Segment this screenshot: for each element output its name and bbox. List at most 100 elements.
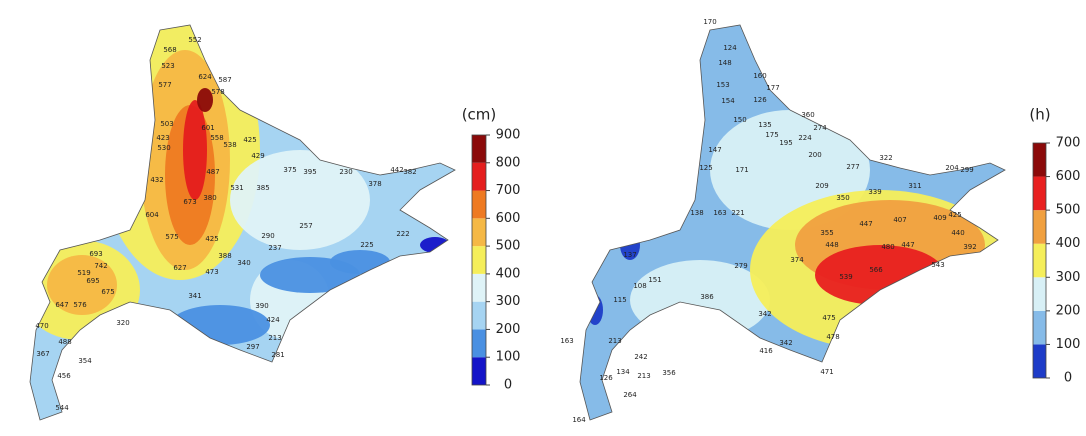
station-value: 390 [255,302,268,310]
station-value: 138 [690,209,703,217]
station-value: 577 [158,81,171,89]
station-value: 340 [237,259,250,267]
station-value: 322 [879,154,892,162]
station-value: 171 [735,166,748,174]
legend-unit: (cm) [462,106,497,124]
station-value: 375 [283,166,296,174]
station-value: 440 [951,229,964,237]
station-value: 604 [145,211,159,219]
station-value: 281 [271,351,284,359]
station-value: 277 [846,163,859,171]
station-value: 552 [188,36,201,44]
legend-tick-label: 300 [496,294,521,309]
station-value: 137 [623,251,636,259]
station-value: 519 [77,269,90,277]
legend-swatch [1033,310,1046,345]
legend-tick-label: 0 [504,378,512,393]
station-value: 342 [758,310,771,318]
shade-region [587,295,603,325]
station-value: 374 [790,256,804,264]
shading [587,110,1005,350]
station-value: 429 [251,152,264,160]
station-value: 164 [572,416,586,424]
station-value: 380 [203,194,216,202]
station-value: 350 [836,194,849,202]
station-value: 695 [86,277,99,285]
station-value: 341 [188,292,201,300]
station-value: 367 [36,350,49,358]
legend-tick-label: 700 [1056,136,1081,151]
station-value: 447 [901,241,914,249]
station-value: 108 [633,282,646,290]
station-value: 385 [256,184,269,192]
station-value: 543 [931,261,944,269]
station-value: 290 [261,232,274,240]
station-value: 175 [765,131,778,139]
station-value: 624 [198,73,212,81]
station-value: 355 [820,229,833,237]
station-value: 575 [165,233,178,241]
station-value: 587 [218,76,231,84]
station-value: 378 [368,180,381,188]
station-value: 544 [55,404,69,412]
legend-tick-label: 500 [496,239,521,254]
station-value: 470 [35,322,48,330]
station-value: 447 [859,220,872,228]
station-value: 673 [183,198,196,206]
station-value: 647 [55,301,68,309]
station-value: 160 [753,72,766,80]
shade-region [230,150,370,250]
station-value: 424 [266,316,280,324]
station-value: 627 [173,264,186,272]
shade-region [420,237,450,253]
station-value: 388 [218,252,231,260]
station-value: 473 [205,268,218,276]
legend-tick-label: 400 [496,266,521,281]
station-value: 531 [230,184,243,192]
station-value: 115 [613,296,626,304]
station-value: 150 [733,116,746,124]
station-value: 209 [815,182,828,190]
station-value: 126 [599,374,613,382]
station-value: 407 [893,216,906,224]
station-value: 530 [157,144,170,152]
station-value: 320 [116,319,129,327]
station-value: 576 [73,301,87,309]
station-value: 471 [820,368,833,376]
legend-swatch [472,135,486,163]
legend-tick-label: 700 [496,183,521,198]
station-value: 213 [637,372,650,380]
legend-swatch [472,162,486,191]
legend-tick-label: 0 [1064,371,1072,386]
station-value: 488 [58,338,71,346]
shade-region [98,377,122,393]
station-value: 213 [608,337,621,345]
legend-unit: (h) [1029,106,1050,124]
station-value: 475 [822,314,835,322]
station-value: 356 [662,369,676,377]
station-value: 503 [160,120,173,128]
station-value: 425 [205,235,218,243]
station-value: 523 [161,62,174,70]
station-value: 538 [223,141,236,149]
legend-swatch [1033,176,1046,211]
station-value: 392 [963,243,976,251]
shade-region [815,245,945,305]
station-value: 242 [634,353,647,361]
shade-region [47,255,117,315]
legend-tick-label: 200 [1056,303,1081,318]
legend-swatch [472,329,486,358]
station-value: 163 [560,337,573,345]
legend-swatch [1033,210,1046,244]
station-value: 409 [933,214,946,222]
legend-swatch [1033,143,1046,177]
station-value: 311 [908,182,921,190]
legend-tick-label: 300 [1056,270,1081,285]
station-value: 195 [779,139,792,147]
station-value: 299 [960,166,973,174]
station-value: 257 [299,222,312,230]
legend-swatch [472,218,486,247]
station-value: 478 [826,333,839,341]
